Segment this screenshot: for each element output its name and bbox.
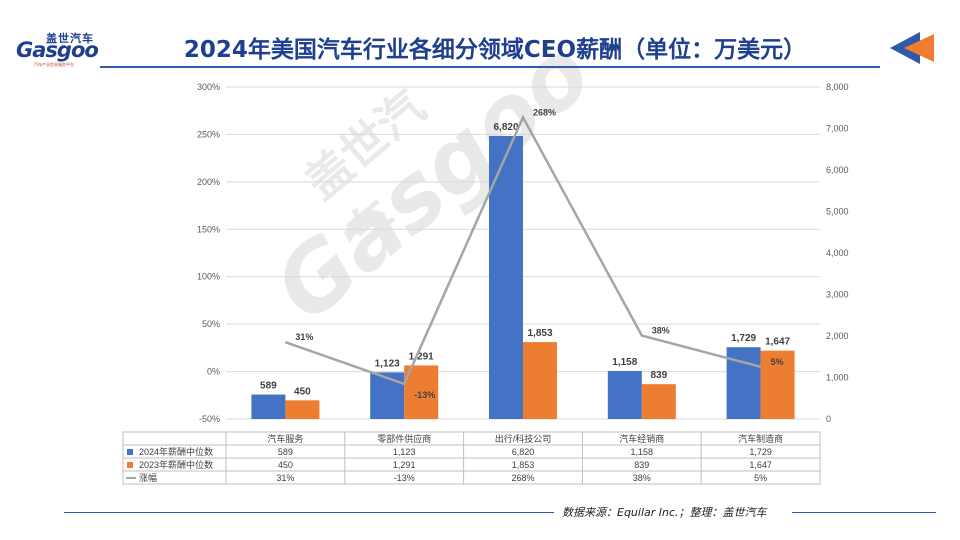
x-category-label: 零部件供应商 [377,433,431,444]
y-right-tick-label: 1,000 [826,373,849,383]
bar-2024-label: 1,158 [612,357,637,368]
data-source-note: 数据来源：Equilar Inc.；整理：盖世汽车 [562,506,767,519]
y-left-tick-label: 0% [207,367,220,377]
x-category-label: 汽车制造商 [738,433,783,444]
table-cell: 1,853 [512,460,535,470]
legend-key-2024 [127,449,133,455]
footer-line-left [64,512,554,513]
bar-2023-label: 1,853 [527,328,552,339]
bar-2024-label: 1,123 [375,358,400,369]
bar-2024 [607,370,642,419]
y-right-tick-label: 7,000 [826,124,849,134]
table-cell: 1,291 [393,460,416,470]
title-underline [100,66,880,68]
bar-2023 [641,384,676,419]
growth-label: 38% [652,326,670,336]
bar-2024-label: 6,820 [493,122,518,133]
growth-label: -13% [414,390,435,400]
table-cell: 1,123 [393,447,416,457]
x-category-label: 汽车经销商 [619,433,664,444]
bar-2023-label: 1,291 [409,351,434,362]
growth-label: 268% [533,107,556,117]
y-left-tick-label: 150% [197,224,220,234]
x-category-label: 汽车服务 [267,433,303,444]
legend-label: 2024年薪酬中位数 [139,446,213,457]
bar-2024-label: 589 [260,381,277,392]
growth-label: 31% [295,332,313,342]
legend-label: 涨幅 [139,472,157,483]
table-cell: 31% [276,473,294,483]
bar-2024 [251,394,286,419]
table-cell: 1,729 [749,447,772,457]
logo-english-text: Gasgoo [16,38,99,62]
bar-2024-label: 1,729 [731,333,756,344]
bar-2023-label: 450 [294,386,311,397]
y-left-tick-label: 200% [197,177,220,187]
table-cell: 589 [278,447,293,457]
table-cell: 839 [634,460,649,470]
legend-key-2023 [127,462,133,468]
bar-2023-label: 1,647 [765,337,790,348]
y-right-tick-label: 3,000 [826,290,849,300]
bar-2024 [370,372,405,419]
bar-2023 [404,365,439,419]
bar-2023 [523,342,557,419]
y-right-tick-label: 2,000 [826,331,849,341]
y-left-tick-label: 300% [197,82,220,92]
table-cell: 1,647 [749,460,772,470]
table-cell: -13% [394,473,415,483]
x-category-label: 出行/科技公司 [495,433,552,444]
y-right-tick-label: 8,000 [826,82,849,92]
y-left-tick-label: 250% [197,129,220,139]
corner-arrow-icon [890,32,934,64]
legend-label: 2023年薪酬中位数 [139,459,213,470]
bar-2023 [760,350,795,419]
table-cell: 450 [278,460,293,470]
y-left-tick-label: 100% [197,272,220,282]
y-right-tick-label: 0 [826,414,831,424]
y-right-tick-label: 6,000 [826,165,849,175]
footer-line-right [792,512,936,513]
y-right-tick-label: 5,000 [826,207,849,217]
growth-label: 5% [771,357,784,367]
logo-chinese-text: 盖世汽车 [46,32,94,45]
bar-2023-label: 839 [650,370,667,381]
growth-line [284,114,761,386]
gasgoo-logo: 盖世汽车 Gasgoo 汽车产业信息服务平台 [12,30,102,70]
page-title: 2024年美国汽车行业各细分领域CEO薪酬（单位：万美元） [183,37,807,63]
y-left-tick-label: 50% [202,319,220,329]
y-left-tick-label: -50% [199,414,220,424]
table-cell: 38% [633,473,651,483]
logo-subtitle: 汽车产业信息服务平台 [34,62,74,67]
bar-2023 [285,400,320,419]
table-cell: 6,820 [512,447,535,457]
table-cell: 1,158 [631,447,654,457]
y-right-tick-label: 4,000 [826,248,849,258]
table-cell: 5% [754,473,767,483]
bar-2024 [489,135,523,419]
table-cell: 268% [511,473,534,483]
